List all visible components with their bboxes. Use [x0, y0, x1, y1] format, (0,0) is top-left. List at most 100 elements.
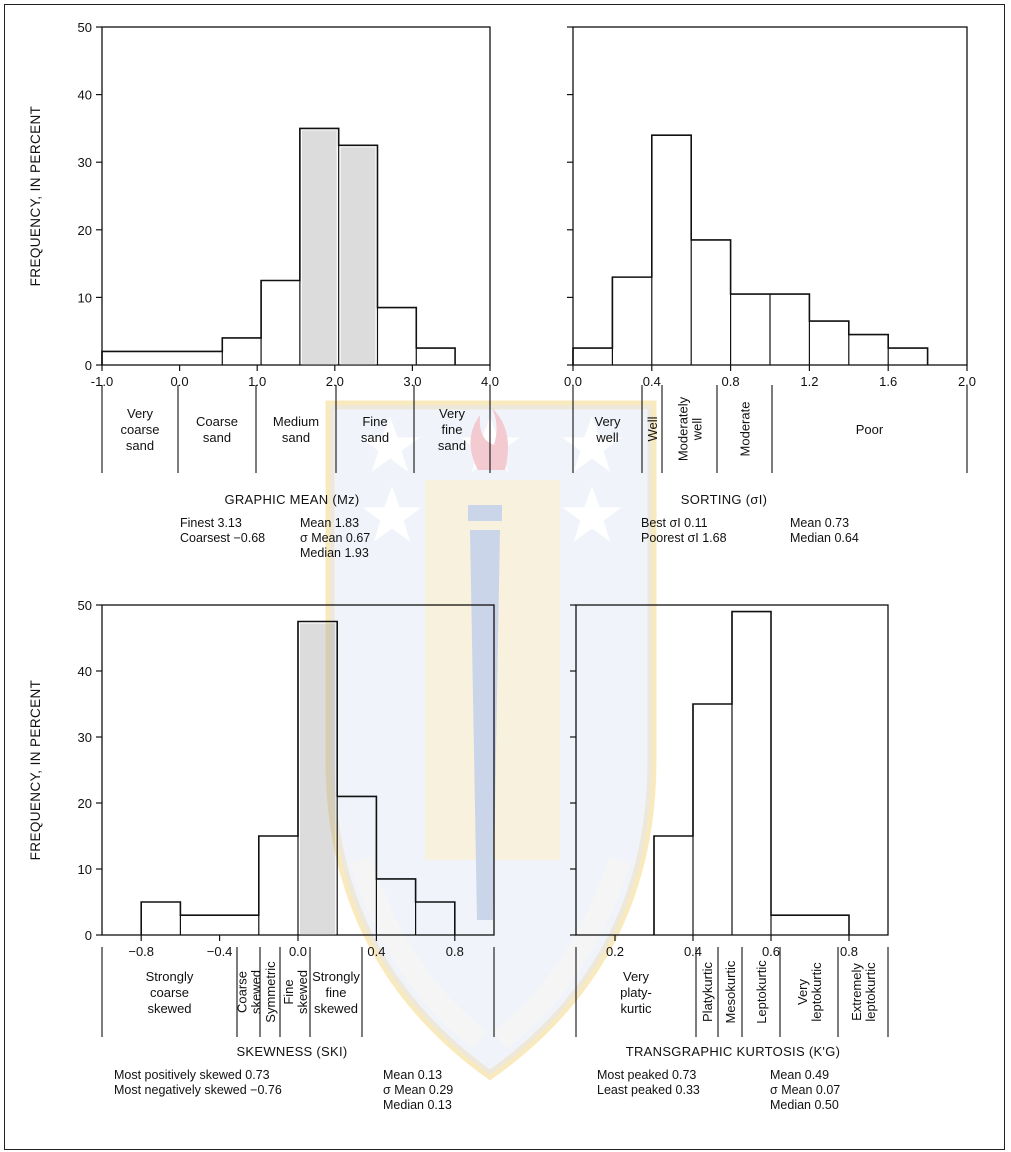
histogram-outline: [140, 620, 456, 935]
class-label: Well: [645, 416, 660, 441]
class-label: skewed: [314, 1001, 358, 1016]
y-tick-label: 40: [78, 664, 92, 679]
y-tick-label: 50: [78, 598, 92, 613]
y-tick-label: 30: [78, 155, 92, 170]
class-label: skewed: [249, 970, 264, 1014]
class-label: sand: [438, 438, 466, 453]
stat-left: Coarsest −0.68: [180, 531, 265, 545]
class-label: Symmetric: [263, 961, 278, 1023]
class-label: Leptokurtic: [754, 960, 769, 1024]
class-label: Medium: [273, 414, 319, 429]
histogram-bar: [261, 281, 300, 366]
histogram-bar: [654, 836, 693, 935]
class-label: well: [595, 430, 619, 445]
histogram-outline: [101, 127, 456, 365]
bar-shade: [340, 147, 376, 365]
histogram-bar: [416, 348, 455, 365]
stat-left: Most positively skewed 0.73: [114, 1068, 270, 1082]
class-label: Coarse: [196, 414, 238, 429]
x-tick-label: 4.0: [481, 374, 499, 389]
class-label: Poor: [856, 422, 884, 437]
class-label: Very: [594, 414, 621, 429]
x-tick-label: -1.0: [91, 374, 113, 389]
class-label: Very: [795, 978, 810, 1005]
histogram-bar: [573, 348, 612, 365]
class-label: Moderate: [738, 402, 753, 457]
x-tick-label: 2.0: [326, 374, 344, 389]
histogram-bar: [731, 294, 770, 365]
x-tick-label: 1.0: [248, 374, 266, 389]
class-label: sand: [126, 438, 154, 453]
histogram-bar: [102, 351, 222, 365]
panel-skewness: 0 10 20 30 40 50 −0.8 −0.4 0.0 0.4 0.8 FREQUENCY, I…: [28, 598, 495, 1112]
class-label: Platykurtic: [700, 962, 715, 1022]
class-label: fine: [442, 422, 463, 437]
bar-shade: [301, 130, 337, 365]
histogram-bar: [376, 879, 415, 935]
stat-right: Median 0.64: [790, 531, 859, 545]
class-label: fine: [326, 985, 347, 1000]
histogram-outline: [653, 610, 850, 935]
y-tick-label: 0: [85, 358, 92, 373]
x-tick-label: 0.4: [367, 944, 385, 959]
stat-right: σ Mean 0.29: [383, 1083, 453, 1097]
class-label: Moderately: [676, 396, 691, 461]
x-tick-label: 1.2: [800, 374, 818, 389]
histogram-bar: [377, 308, 416, 365]
x-tick-label: 0.0: [171, 374, 189, 389]
class-label: Mesokurtic: [723, 960, 738, 1023]
x-tick-label: 0.2: [606, 944, 624, 959]
x-tick-label: −0.8: [128, 944, 154, 959]
figure-frame: [4, 4, 1005, 1150]
histogram-bar: [732, 612, 771, 935]
class-label: leptokurtic: [809, 962, 824, 1022]
stat-left: Most peaked 0.73: [597, 1068, 696, 1082]
panel-title: SORTING (σI): [681, 492, 768, 507]
class-label: Coarse: [235, 971, 250, 1013]
class-label: Very: [439, 406, 466, 421]
panel-graphic-mean: 0 10 20 30 40 50 -1.0 0.0 1.0 2.0 3.0 4.0 FREQUENCY,…: [28, 20, 499, 560]
histogram-bar: [337, 796, 376, 935]
y-axis-label: FREQUENCY, IN PERCENT: [28, 106, 43, 287]
class-label: sand: [282, 430, 310, 445]
class-label: sand: [361, 430, 389, 445]
y-tick-label: 10: [78, 862, 92, 877]
x-tick-label: 0.0: [289, 944, 307, 959]
class-label: platy-: [620, 985, 652, 1000]
x-tick-label: 0.8: [840, 944, 858, 959]
y-tick-label: 40: [78, 88, 92, 103]
stat-left: Least peaked 0.33: [597, 1083, 700, 1097]
x-tick-label: 0.8: [446, 944, 464, 959]
class-label: skewed: [147, 1001, 191, 1016]
class-label: Fine: [362, 414, 387, 429]
stat-right: Median 0.50: [770, 1098, 839, 1112]
class-label: leptokurtic: [863, 962, 878, 1022]
class-label: Very: [127, 406, 154, 421]
class-label: Strongly: [146, 969, 194, 984]
y-axis-label: FREQUENCY, IN PERCENT: [28, 680, 43, 861]
histogram-bar: [809, 321, 848, 365]
stat-left: Poorest σI 1.68: [641, 531, 727, 545]
y-tick-label: 10: [78, 290, 92, 305]
x-tick-label: 0.4: [643, 374, 661, 389]
stat-left: Most negatively skewed −0.76: [114, 1083, 282, 1097]
class-label: Strongly: [312, 969, 360, 984]
histogram-bar: [771, 915, 849, 935]
panel-title: SKEWNESS (SKI): [236, 1044, 347, 1059]
x-tick-label: 3.0: [403, 374, 421, 389]
x-tick-label: 0.6: [762, 944, 780, 959]
x-tick-label: 2.0: [958, 374, 976, 389]
histogram-bar: [612, 277, 651, 365]
histogram-bar: [693, 704, 732, 935]
stat-left: Best σI 0.11: [641, 516, 708, 530]
class-label: kurtic: [620, 1001, 652, 1016]
stat-right: Mean 0.73: [790, 516, 849, 530]
x-tick-label: 0.0: [564, 374, 582, 389]
class-label: coarse: [120, 422, 159, 437]
y-tick-label: 30: [78, 730, 92, 745]
stat-left: Finest 3.13: [180, 516, 242, 530]
histogram-bar: [770, 294, 809, 365]
class-label: sand: [203, 430, 231, 445]
